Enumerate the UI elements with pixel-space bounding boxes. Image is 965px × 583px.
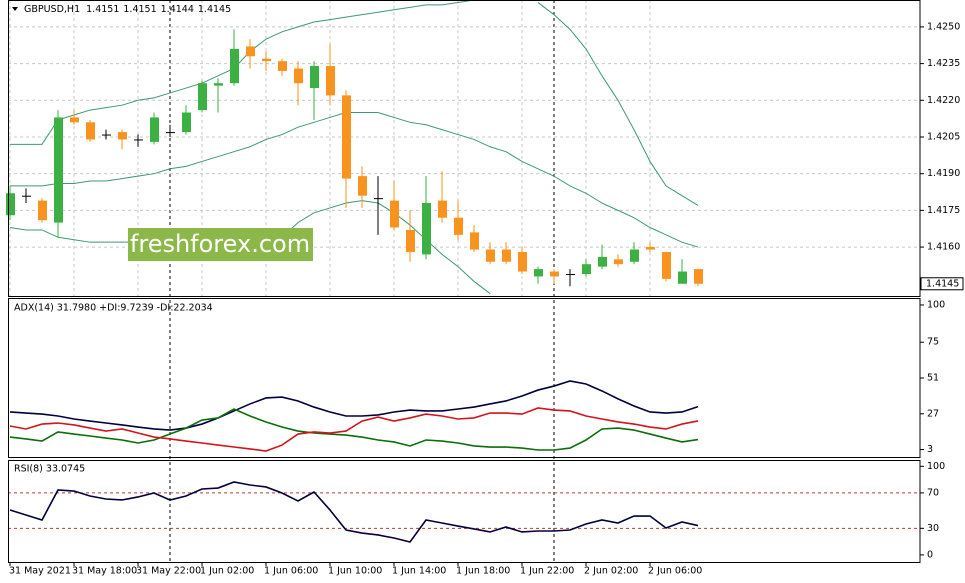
x-tick-label: 1 Jun 10:00 <box>328 566 382 577</box>
y-tick-label: 27 <box>927 408 939 419</box>
y-tick-label: 0 <box>927 549 933 560</box>
y-tick-label: 1.4250 <box>927 21 960 32</box>
candle-body <box>70 117 79 123</box>
candle-body <box>582 264 591 274</box>
plot-area: 1.4250 1.4235 1.4220 1.4205 1.4190 1.4175 1.41… <box>6 0 964 577</box>
candle-body <box>614 259 623 265</box>
x-tick-label: 2 Jun 06:00 <box>648 566 702 577</box>
candle-body <box>358 176 367 196</box>
candle-body <box>182 112 191 133</box>
candle-body <box>214 83 223 86</box>
candle-body <box>102 134 111 136</box>
candle-body <box>278 61 287 71</box>
y-tick-label: 1.4190 <box>927 168 960 179</box>
ohlc-low: 1.4144 <box>161 4 194 15</box>
current-price-box <box>920 277 964 291</box>
candle-body <box>470 232 479 250</box>
indicator-title: ADX(14) 31.7980 +DI:9.7239 -DI:22.2034 <box>14 303 213 314</box>
candle-body <box>518 251 527 272</box>
candle-body <box>262 58 271 62</box>
symbol-title: GBPUSD,H1 <box>24 4 80 15</box>
y-tick-label: 51 <box>927 373 939 384</box>
indicator-line <box>9 481 699 543</box>
candle-body <box>166 132 175 134</box>
candle-body <box>598 256 607 267</box>
x-tick-label: 1 Jun 02:00 <box>200 566 254 577</box>
watermark-box <box>128 228 313 261</box>
indicator-line <box>9 407 699 452</box>
ohlc-high: 1.4151 <box>123 4 156 15</box>
candle-body <box>326 66 335 96</box>
ohlc-close: 1.4145 <box>198 4 231 15</box>
x-tick-label: 1 Jun 18:00 <box>456 566 510 577</box>
candle-body <box>342 95 351 179</box>
candle-body <box>390 200 399 228</box>
candle-body <box>38 200 47 221</box>
y-tick-label: 3 <box>927 444 933 455</box>
candle-body <box>198 83 207 111</box>
y-tick-label: 100 <box>927 299 945 310</box>
x-tick-label: 2 Jun 02:00 <box>584 566 638 577</box>
x-tick-label: 31 May 22:00 <box>136 566 201 577</box>
candle-body <box>54 117 63 223</box>
candle-body <box>374 198 383 200</box>
indicator-line <box>10 112 699 248</box>
candle-body <box>502 249 511 262</box>
pane-frame <box>8 460 921 563</box>
candle-body <box>406 229 415 252</box>
x-tick-label: 1 Jun 06:00 <box>264 566 318 577</box>
candle-body <box>694 269 703 284</box>
y-tick-label: 1.4175 <box>927 205 960 216</box>
candle-body <box>550 271 559 277</box>
y-tick-label: 70 <box>927 487 939 498</box>
candle-body <box>566 273 575 275</box>
y-tick-label: 30 <box>927 523 939 534</box>
chart-header: GBPUSD,H1 1.4151 1.4151 1.4144 1.4145 <box>24 4 231 15</box>
x-tick-label: 31 May 18:00 <box>72 566 137 577</box>
candle-body <box>422 203 431 255</box>
candle-body <box>646 247 655 250</box>
y-tick-label: 1.4220 <box>927 95 960 106</box>
candle-body <box>294 68 303 84</box>
candle-body <box>438 200 447 218</box>
pane-frame <box>8 298 921 458</box>
candle-body <box>486 249 495 262</box>
y-tick-label: 1.4205 <box>927 131 960 142</box>
candle-body <box>678 271 687 284</box>
y-tick-label: 1.4160 <box>927 242 960 253</box>
watermark: freshforex.com <box>130 230 310 258</box>
indicator-line <box>9 380 699 431</box>
current-price-label: 1.4145 <box>926 278 959 289</box>
y-tick-label: 1.4235 <box>927 58 960 69</box>
indicator-line <box>537 2 699 206</box>
indicator-line <box>9 408 699 451</box>
candle-body <box>6 193 15 216</box>
y-tick-label: 75 <box>927 337 939 348</box>
y-tick-label: 100 <box>927 461 945 472</box>
x-tick-label: 31 May 2021 <box>9 566 71 577</box>
candle-body <box>310 66 319 89</box>
candle-body <box>86 122 95 140</box>
candle-body <box>22 195 31 197</box>
candle-body <box>246 46 255 57</box>
candle-body <box>150 117 159 142</box>
menu-arrow[interactable] <box>12 7 18 11</box>
ohlc-open: 1.4151 <box>86 4 119 15</box>
candle-body <box>118 132 127 140</box>
candle-body <box>230 48 239 84</box>
candle-body <box>534 269 543 277</box>
candle-body <box>454 217 463 235</box>
x-tick-label: 1 Jun 14:00 <box>392 566 446 577</box>
indicator-title: RSI(8) 33.0745 <box>14 464 85 475</box>
candle-body <box>630 249 639 262</box>
indicator-line <box>10 0 475 145</box>
candle-body <box>134 139 143 141</box>
x-tick-label: 1 Jun 22:00 <box>520 566 574 577</box>
candle-body <box>662 251 671 279</box>
pane-frame <box>8 0 921 297</box>
